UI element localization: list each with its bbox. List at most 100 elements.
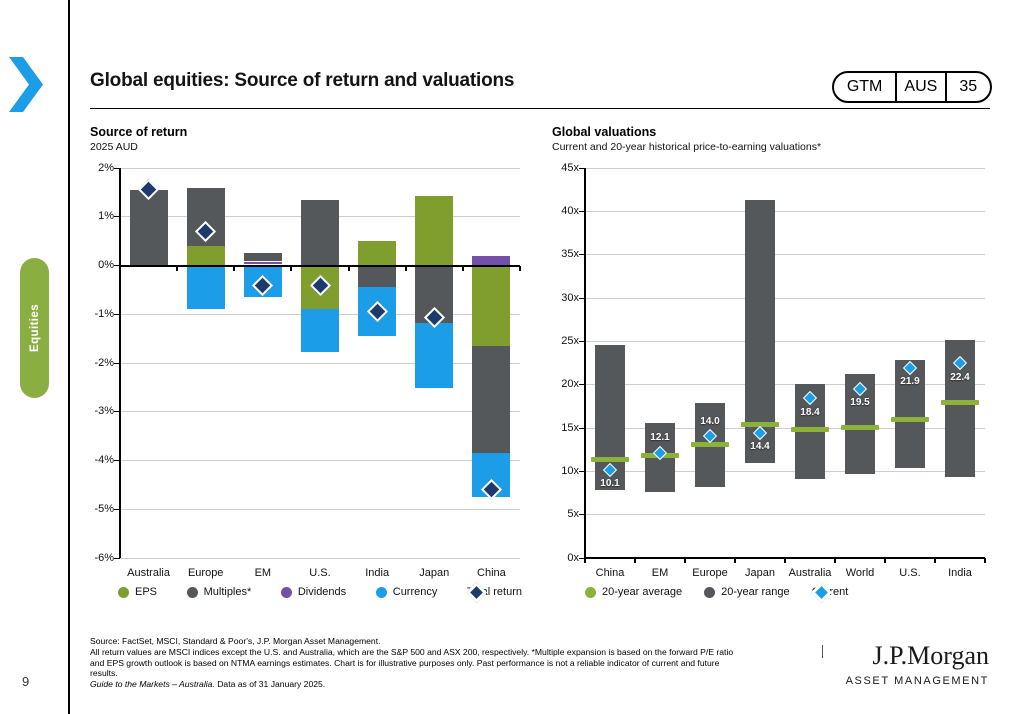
source-chart-plot: 2% 1% 0% -1% -2% -3% -4% -5% -6% Australia Europe E… xyxy=(94,162,521,579)
gridline xyxy=(585,514,985,516)
gtm-badge-label: GTM xyxy=(846,78,883,95)
x-axis-tick xyxy=(404,265,407,271)
source-chart-legend: EPS Multiples* Dividends Currency Total retu… xyxy=(118,581,522,603)
y-axis-tick-label: 25x xyxy=(561,334,579,347)
gridline xyxy=(120,362,520,364)
legend-label: Multiples* xyxy=(203,586,252,598)
x-axis-tick xyxy=(519,265,521,271)
legend-item: 20-year average xyxy=(585,586,682,598)
x-axis-tick xyxy=(347,265,350,271)
current-value-label: 10.1 xyxy=(600,478,620,490)
gridline xyxy=(120,508,520,510)
y-axis-tick-label: -3% xyxy=(94,405,114,418)
x-axis-tick xyxy=(784,558,786,563)
current-value-label: 14.0 xyxy=(700,415,720,427)
source-chart-subtitle: 2025 AUD xyxy=(90,141,138,153)
legend-circle-swatch xyxy=(585,586,596,598)
y-axis-tick-label: 40x xyxy=(561,204,579,217)
bar-segment-multiples xyxy=(129,189,168,266)
y-axis-tick xyxy=(579,167,585,169)
x-axis-tick xyxy=(119,265,121,271)
y-axis-tick xyxy=(579,514,585,516)
y-axis-tick xyxy=(114,167,120,169)
gridline xyxy=(585,210,985,212)
footnote-line: Guide to the Markets – Australia. Data a… xyxy=(90,679,733,690)
gridline xyxy=(120,167,520,169)
x-axis-label: Japan xyxy=(745,567,775,579)
y-axis-tick-label: -1% xyxy=(94,307,114,320)
y-axis-tick-label: 2% xyxy=(98,161,114,174)
gtm-badge-slide-number: 35 xyxy=(944,73,990,101)
y-axis-line xyxy=(584,168,586,558)
y-axis-tick xyxy=(114,557,120,559)
y-axis-tick-label: 10x xyxy=(561,464,579,477)
x-axis-label: Australia xyxy=(788,567,832,579)
x-axis-tick xyxy=(176,265,179,271)
x-axis-tick xyxy=(934,558,936,563)
legend-diamond-swatch xyxy=(465,581,488,603)
x-axis-tick xyxy=(584,558,586,563)
gridline xyxy=(585,340,985,342)
zero-axis-line xyxy=(120,264,520,267)
title-underline xyxy=(90,108,990,109)
y-axis-tick-label: 0% xyxy=(98,259,114,271)
bar-segment-dividends xyxy=(472,255,511,266)
x-axis-label: China xyxy=(477,567,506,579)
bar-segment-eps xyxy=(415,196,454,266)
x-axis-tick xyxy=(233,265,236,271)
x-axis-label: EM xyxy=(254,567,272,579)
chevron-icon xyxy=(9,57,43,112)
y-axis-tick-label: 0x xyxy=(567,551,579,564)
average-line xyxy=(941,399,979,405)
gridline xyxy=(585,254,985,256)
legend-circle-swatch xyxy=(704,586,716,598)
source-chart-title: Source of return xyxy=(90,125,188,139)
bar-segment-multiples xyxy=(472,345,511,454)
gridline xyxy=(585,384,985,386)
range-bar xyxy=(745,200,775,463)
y-axis-tick-label: 45x xyxy=(561,161,579,174)
y-axis-tick xyxy=(114,265,120,266)
legend-circle-swatch xyxy=(280,586,292,598)
average-line xyxy=(691,441,729,447)
y-axis-tick xyxy=(579,384,585,386)
current-value-label: 19.5 xyxy=(850,397,870,408)
x-axis-label: India xyxy=(948,567,972,579)
y-axis-tick-label: -5% xyxy=(94,502,114,515)
y-axis-tick-label: 35x xyxy=(561,248,579,261)
x-axis-label: U.S. xyxy=(899,567,921,579)
legend-label: EPS xyxy=(135,586,158,598)
average-line xyxy=(841,424,879,430)
page-number: 9 xyxy=(22,674,30,689)
average-line xyxy=(791,427,829,433)
legend-item: Currency xyxy=(375,586,437,598)
valuations-chart-legend: 20-year average 20-year range Current xyxy=(585,581,848,603)
footnote-data-asof: Data as of 31 January 2025. xyxy=(214,679,326,690)
x-axis-label: Japan xyxy=(419,567,450,579)
jpmorgan-logo: J.P.Morgan xyxy=(872,641,989,670)
y-axis-tick xyxy=(114,411,120,413)
footer-divider-line xyxy=(822,645,823,658)
x-axis-tick xyxy=(290,265,293,271)
gridline xyxy=(120,460,520,461)
gridline xyxy=(585,470,985,472)
legend-label: 20-year average xyxy=(602,586,683,598)
y-axis-tick xyxy=(579,297,585,299)
bar-segment-eps xyxy=(472,265,511,346)
x-axis-tick xyxy=(684,558,686,563)
y-axis-tick xyxy=(114,313,120,315)
y-axis-tick xyxy=(114,216,120,218)
valuations-chart-title: Global valuations xyxy=(552,125,657,139)
y-axis-tick-label: 5x xyxy=(567,508,579,521)
x-axis-tick xyxy=(984,558,986,563)
legend-label: Dividends xyxy=(297,586,347,598)
legend-item: Total return xyxy=(465,581,522,603)
x-axis-tick xyxy=(461,265,464,271)
legend-label: 20-year range xyxy=(721,586,790,598)
vertical-divider-line xyxy=(68,0,70,714)
bar-segment-eps xyxy=(186,246,225,266)
x-axis-label: EM xyxy=(651,567,669,579)
gtm-badge: GTM AUS 35 xyxy=(832,71,992,103)
x-axis-tick xyxy=(734,558,736,563)
